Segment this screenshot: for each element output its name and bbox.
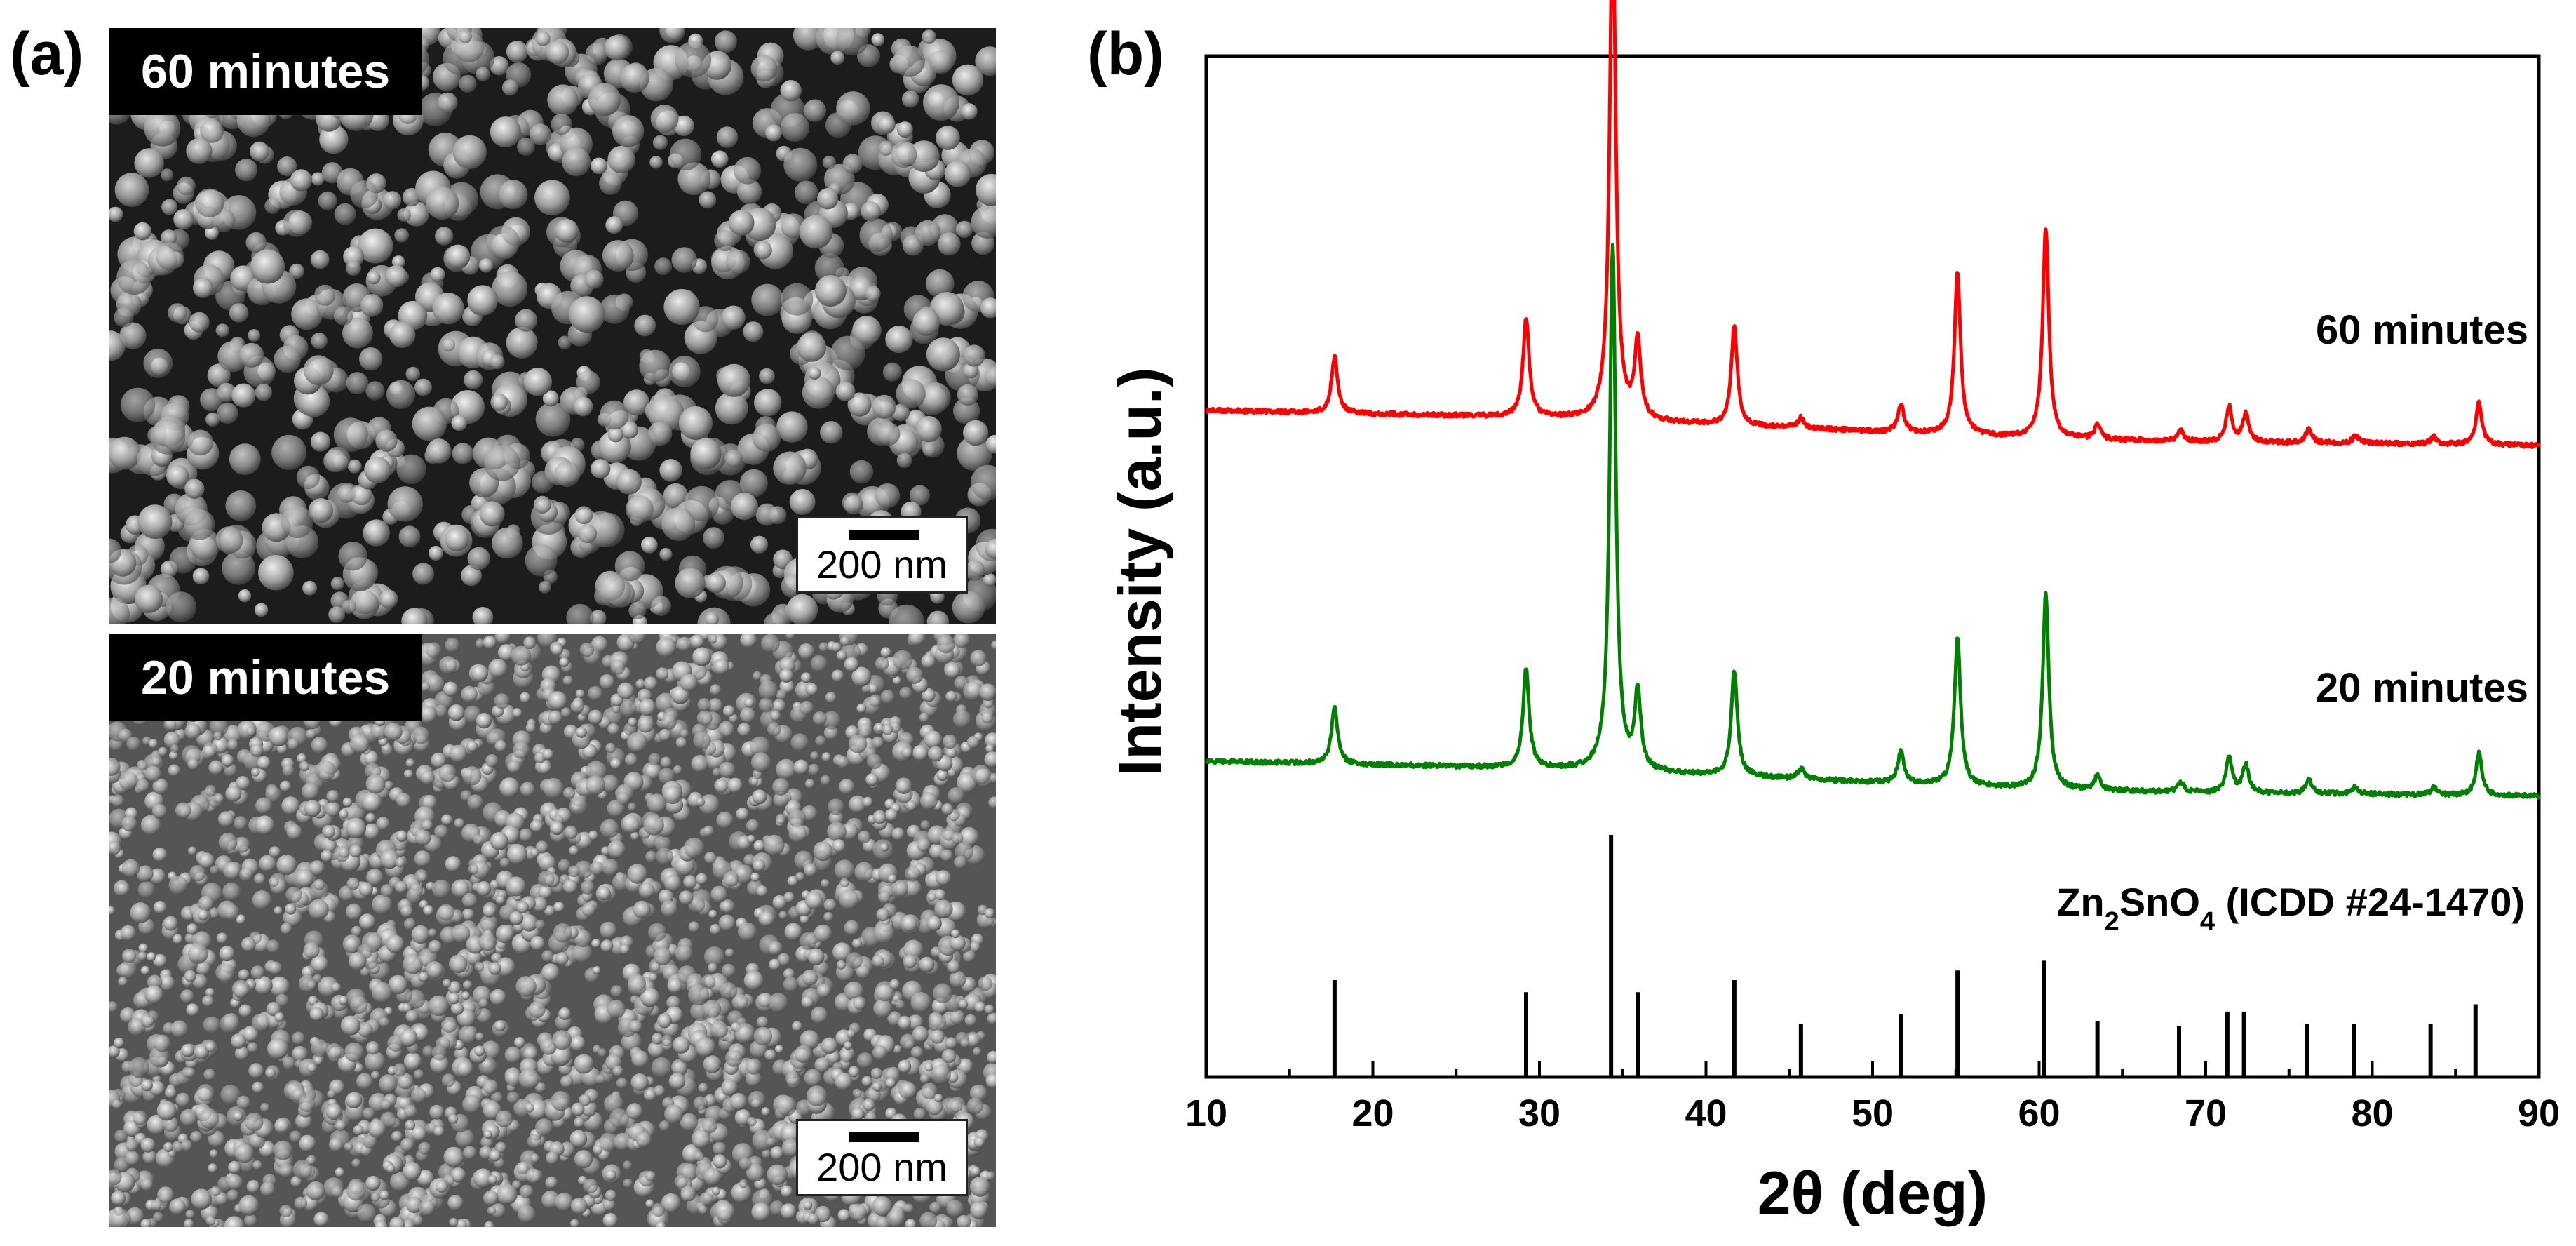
series-label-1: 20 minutes	[2316, 665, 2528, 711]
scale-bar-box-top: 200 nm	[796, 516, 968, 594]
x-tick-label-20: 20	[1351, 1092, 1394, 1134]
x-tick-label-80: 80	[2351, 1092, 2393, 1134]
series-label-0: 60 minutes	[2316, 307, 2528, 353]
sem-texture-60-minutes	[109, 28, 996, 624]
scale-bar-label-bottom: 200 nm	[816, 1145, 948, 1189]
scale-bar-bottom	[849, 1132, 919, 1142]
reference-label-part-0: Zn	[2056, 880, 2104, 924]
x-tick-label-30: 30	[1518, 1092, 1560, 1134]
reference-label-part-2: SnO	[2119, 880, 2200, 924]
series-labels: 60 minutes 20 minutes	[2316, 307, 2528, 711]
reference-stick-pattern	[1332, 835, 2478, 1077]
series-line-1	[1204, 243, 2541, 800]
x-axis-label: 2θ (deg)	[1758, 1160, 1988, 1227]
scale-bar-top	[849, 530, 919, 540]
x-tick-label-40: 40	[1685, 1092, 1727, 1134]
reference-label-part-4: (ICDD #24-1470)	[2215, 880, 2525, 924]
sem-image-20-minutes: 20 minutes 200 nm	[109, 634, 996, 1227]
reference-label-part-1: 2	[2105, 907, 2119, 937]
x-tick-label-60: 60	[2018, 1092, 2060, 1134]
x-tick-label-70: 70	[2185, 1092, 2227, 1134]
x-axis-ticks: 10 20 30 40 50 60 70 80 90	[1185, 1061, 2560, 1134]
series-layer	[1204, 0, 2541, 800]
sem-image-60-minutes: 60 minutes 200 nm	[109, 28, 996, 624]
x-tick-label-10: 10	[1185, 1092, 1227, 1134]
reference-label-part-3: 4	[2200, 907, 2215, 937]
reference-label: Zn2SnO4 (ICDD #24-1470)	[2056, 880, 2525, 937]
y-axis-label: Intensity (a.u.)	[1107, 368, 1174, 777]
sem-caption-60-minutes: 60 minutes	[109, 28, 423, 115]
panel-b-label: (b)	[1087, 20, 1164, 88]
panel-a-label: (a)	[10, 20, 84, 88]
sem-caption-20-minutes: 20 minutes	[109, 634, 423, 721]
x-tick-label-90: 90	[2518, 1092, 2560, 1134]
x-tick-label-50: 50	[1852, 1092, 1894, 1134]
scale-bar-box-bottom: 200 nm	[796, 1119, 968, 1196]
scale-bar-label-top: 200 nm	[816, 542, 948, 587]
series-line-0	[1205, 0, 2541, 449]
